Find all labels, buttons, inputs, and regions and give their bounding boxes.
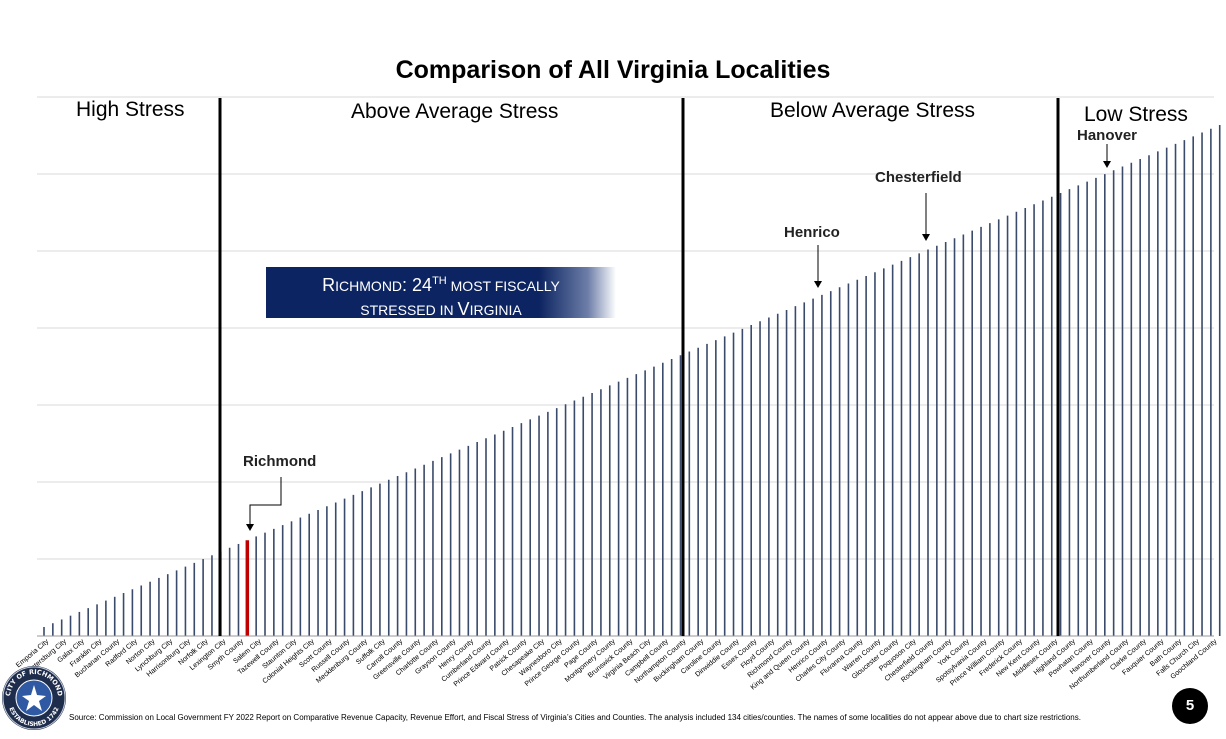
- zone-label-high-stress: High Stress: [76, 98, 185, 121]
- banner-line-1: Richmond: 24th most fiscally: [322, 275, 560, 295]
- zone-label-below-average-stress: Below Average Stress: [770, 99, 976, 122]
- source-note: Source: Commission on Local Government F…: [69, 713, 1081, 722]
- page-number: 5: [1172, 688, 1208, 724]
- callout-chesterfield: Chesterfield: [875, 169, 962, 186]
- richmond-banner: Richmond: 24th most fiscally stressed in…: [266, 267, 616, 319]
- callout-henrico: Henrico: [784, 224, 840, 241]
- callout-richmond: Richmond: [243, 453, 317, 470]
- callout-arrow-head: [814, 281, 822, 288]
- banner-line-2: stressed in Virginia: [360, 299, 522, 319]
- zone-label-above-average-stress: Above Average Stress: [351, 100, 559, 123]
- slide-title: Comparison of All Virginia Localities: [395, 56, 831, 84]
- callout-arrow-line: [249, 477, 282, 526]
- callout-arrow-head: [246, 524, 254, 531]
- callout-hanover: Hanover: [1077, 127, 1138, 144]
- callout-arrow-head: [1103, 161, 1111, 168]
- city-seal: CITY OF RICHMOND ESTABLISHED 1742: [2, 666, 66, 730]
- callout-arrow-head: [922, 234, 930, 241]
- zone-label-low-stress: Low Stress: [1084, 103, 1188, 126]
